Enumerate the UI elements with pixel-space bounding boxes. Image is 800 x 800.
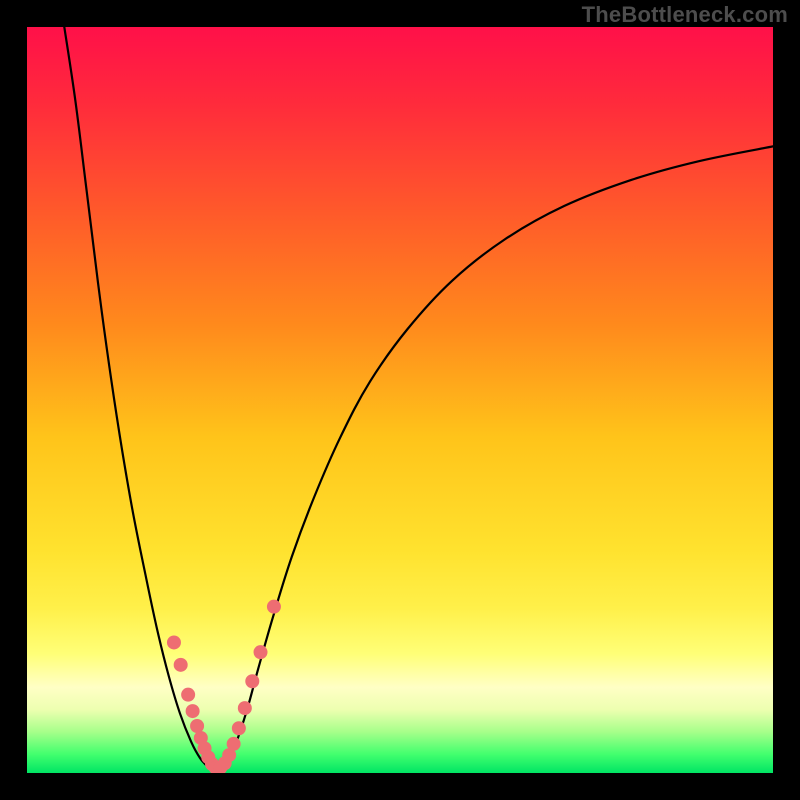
curve-marker bbox=[181, 688, 195, 702]
bottleneck-chart-svg bbox=[0, 0, 800, 800]
plot-background-gradient bbox=[27, 27, 773, 773]
watermark-text: TheBottleneck.com bbox=[582, 2, 788, 28]
curve-marker bbox=[232, 721, 246, 735]
curve-marker bbox=[254, 645, 268, 659]
curve-marker bbox=[267, 600, 281, 614]
curve-marker bbox=[238, 701, 252, 715]
chart-stage: TheBottleneck.com bbox=[0, 0, 800, 800]
curve-marker bbox=[227, 737, 241, 751]
curve-marker bbox=[174, 658, 188, 672]
curve-marker bbox=[245, 674, 259, 688]
curve-marker bbox=[186, 704, 200, 718]
curve-marker bbox=[167, 635, 181, 649]
curve-marker bbox=[190, 719, 204, 733]
